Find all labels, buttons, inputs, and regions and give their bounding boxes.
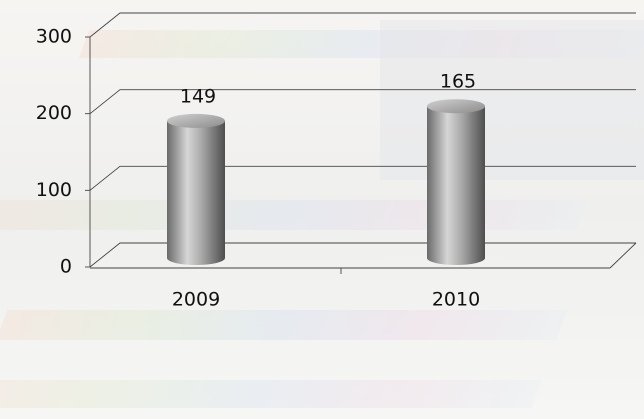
cylinder-body [167, 120, 225, 265]
floor-edge [609, 242, 637, 269]
x-tick-label: 2009 [172, 289, 220, 311]
cylinder-body [427, 106, 485, 265]
y-tick-label: 200 [36, 102, 72, 124]
cylinder-top [167, 113, 225, 128]
y-tick-label: 0 [60, 256, 72, 278]
y-tick-label: 300 [36, 26, 72, 48]
grid-line [89, 12, 636, 38]
axes [89, 37, 637, 274]
y-tick-label: 100 [36, 179, 72, 201]
cylinder [167, 113, 225, 265]
value-label: 149 [180, 85, 216, 107]
x-tick-label: 2010 [432, 289, 480, 311]
cylinder-top [427, 99, 485, 114]
grid-line [89, 89, 636, 115]
value-label: 165 [440, 71, 476, 93]
cylinder [427, 99, 485, 265]
